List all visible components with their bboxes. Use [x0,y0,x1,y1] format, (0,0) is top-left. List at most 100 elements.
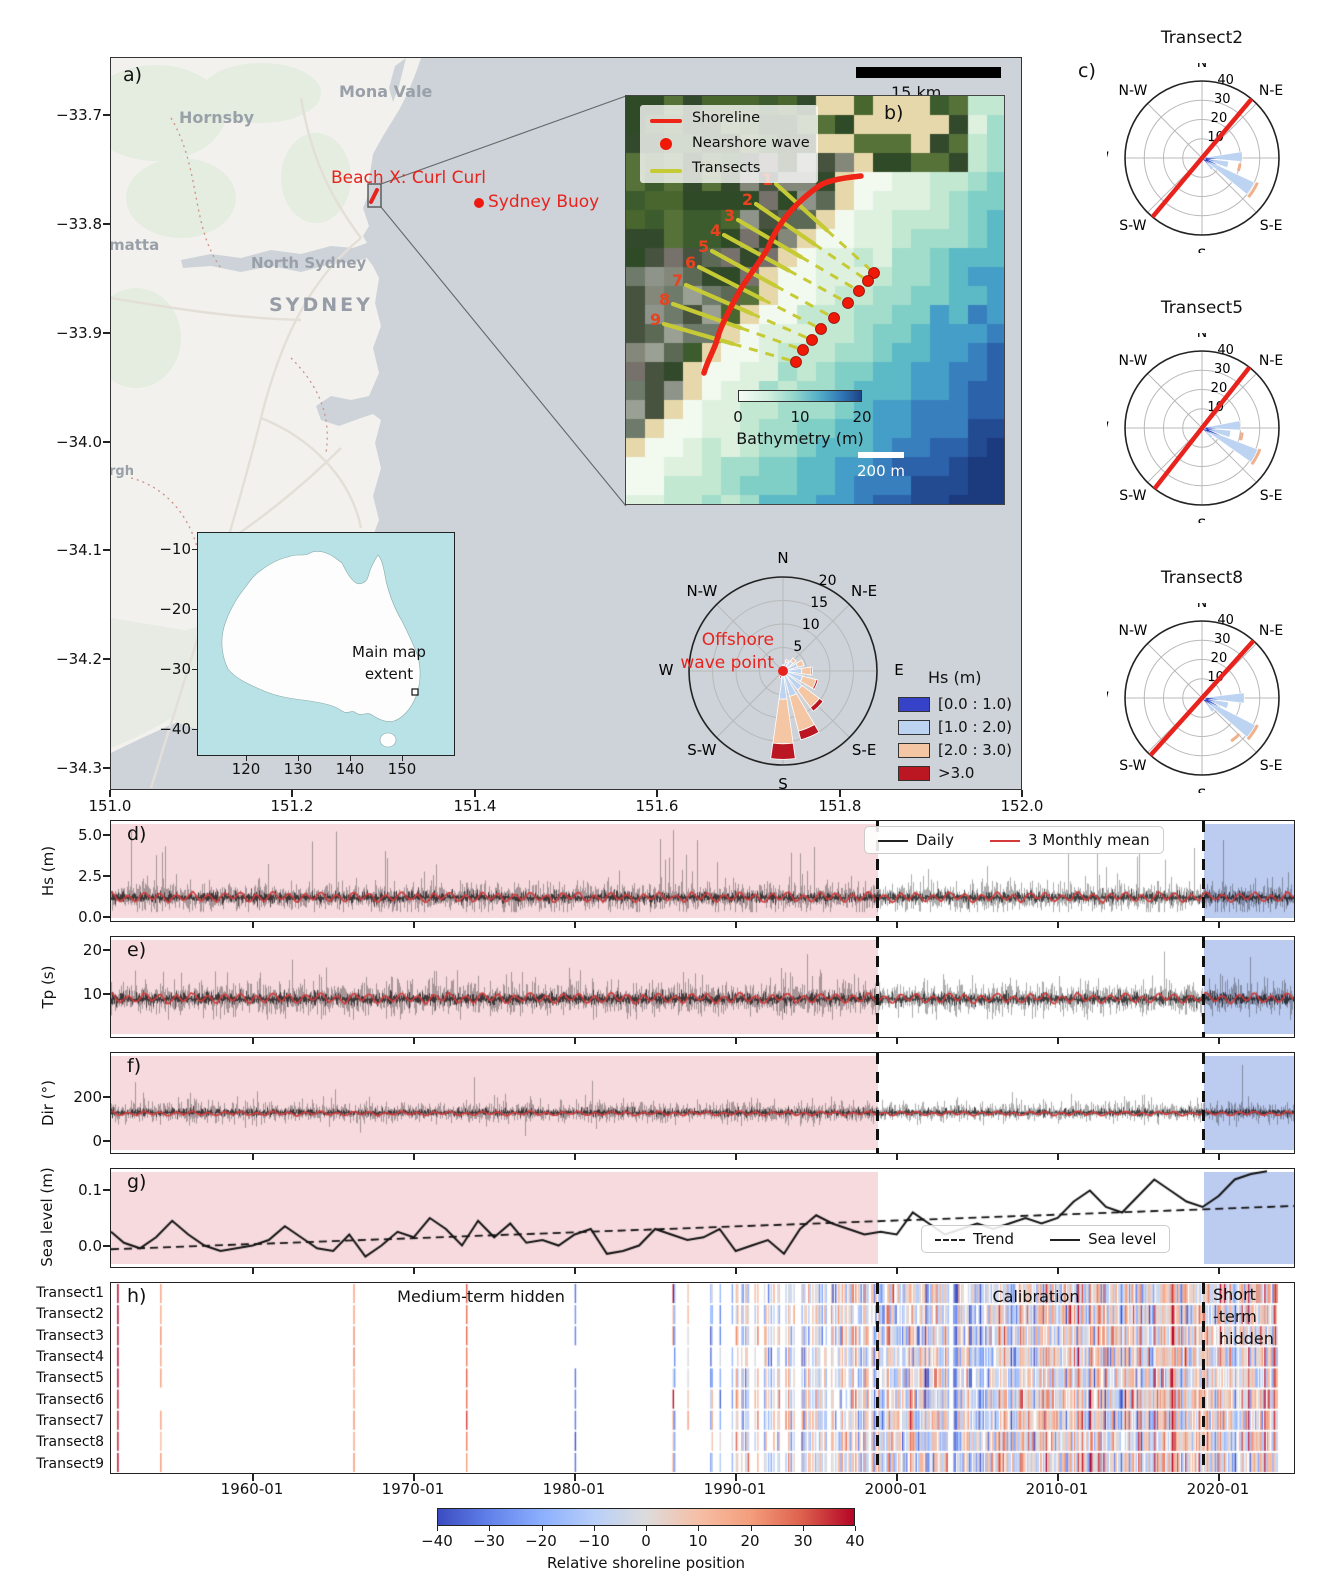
inset-b-legend: Shoreline Nearshore wave Transects [640,105,818,183]
svg-text:S-E: S-E [1260,218,1283,234]
tick-mark [735,1038,737,1044]
sealevel-line-sample [1050,1238,1081,1241]
svg-text:20: 20 [1211,651,1228,666]
tick-mark [593,1526,595,1531]
svg-text:20: 20 [1211,381,1228,396]
offshore-label-line1: Offshore [701,630,774,650]
svg-text:N-W: N-W [1118,83,1147,99]
monthly-line-sample [989,839,1020,842]
tick-mark [896,1038,898,1044]
h-row-label: Transect5 [36,1370,104,1386]
hs-label-0: [0.0 : 1.0) [938,695,1013,713]
tick-mark [103,834,110,836]
bathymetry-label: Bathymetry (m) [736,429,864,448]
tick-mark [1057,1474,1059,1481]
inset-scalebar [858,452,904,458]
tick-mark [1218,1038,1220,1044]
svg-text:40: 40 [1217,343,1234,358]
tasmania [379,732,397,748]
h-row-label: Transect9 [36,1456,104,1472]
aus-annotation-line1: Main map [352,643,426,661]
h-row-label: Transect7 [36,1413,104,1429]
tick-mark [735,922,737,928]
svg-text:N-E: N-E [1259,83,1283,99]
tick-mark [474,790,476,797]
e-ytick: 10 [82,985,102,1003]
map-xtick: 151.6 [635,797,679,815]
map-ytick: −34.3 [56,759,102,777]
short-term-boundary-line [1202,1283,1205,1473]
tick-mark [103,114,110,116]
g-ytick: 0.1 [78,1181,102,1199]
tick-mark [350,756,352,761]
tick-mark [489,1526,491,1531]
svg-text:N-E: N-E [1259,623,1283,639]
h-row-label: Transect2 [36,1306,104,1322]
daily-line-sample [878,839,908,842]
hs-swatch-2 [898,743,930,758]
svg-text:N-W: N-W [686,582,717,600]
aus-ytick: −40 [159,720,191,738]
aus-annotation-line2: extent [364,665,414,683]
map-xtick: 151.2 [270,797,314,815]
sydney-buoy-dot [474,198,484,208]
aus-ytick: −30 [159,660,191,678]
d-ytick: 2.5 [78,867,102,885]
h-xtick: 1960-01 [220,1480,284,1498]
panel-g-label: g) [127,1171,147,1193]
h-row-label: Transect4 [36,1349,104,1365]
svg-text:5: 5 [698,237,709,256]
panel-e-label: e) [127,939,147,961]
tick-mark [252,922,254,928]
h-row-label: Transect6 [36,1392,104,1408]
bathymetry-colorbar [738,390,862,402]
panel-g-legend: Trend Sea level [921,1225,1171,1253]
tick-mark [103,1189,110,1191]
tick-mark [103,658,110,660]
beach-x-annotation: Beach X: Curl Curl [331,168,486,188]
panel-g-sealevel: g) Trend Sea level [110,1168,1295,1268]
aus-xtick: 140 [335,760,365,778]
tick-mark [103,332,110,334]
tick-mark [402,756,404,761]
tick-mark [1218,1474,1220,1481]
svg-text:N-E: N-E [1259,353,1283,369]
tick-mark [750,1526,752,1531]
map-label-matta: matta [110,236,160,254]
svg-text:N: N [1197,63,1207,71]
calibration-boundary-line [876,1053,879,1153]
pittwater-inlet [389,58,406,102]
tick-mark [1057,922,1059,928]
connector-lines [380,95,627,507]
tick-mark [574,1038,576,1044]
cb-tick: −20 [525,1532,557,1550]
transects-legend-line [650,169,682,173]
svg-text:S: S [1198,517,1207,523]
panel-e-tp: e) [110,936,1295,1038]
map-label-north-sydney: North Sydney [251,254,367,272]
hs-label-1: [1.0 : 2.0) [938,718,1013,736]
dir-timeseries-canvas [111,1053,1294,1153]
offshore-label-line2: wave point [680,653,774,673]
rose-title-transect5: Transect5 [1160,298,1244,318]
tick-mark [896,1268,898,1274]
rose-title-transect8: Transect8 [1160,568,1244,588]
h-xtick: 1990-01 [703,1480,767,1498]
tick-mark [735,1154,737,1160]
panel-d-legend: Daily 3 Monthly mean [864,826,1164,854]
tick-mark [192,729,197,731]
tick-mark [1218,922,1220,928]
rose-title-transect2: Transect2 [1160,28,1244,48]
hs-swatch-1 [898,720,930,735]
shoreline-legend-label: Shoreline [692,110,760,126]
map-label-hornsby: Hornsby [179,108,255,127]
e-ytick: 20 [82,941,102,959]
tick-mark [646,1526,648,1531]
d-ytick: 0.0 [78,908,102,926]
svg-text:30: 30 [1214,632,1231,647]
tick-mark [1218,1154,1220,1160]
calibration-annotation: Calibration [992,1287,1080,1306]
cb-tick: 10 [688,1532,708,1550]
